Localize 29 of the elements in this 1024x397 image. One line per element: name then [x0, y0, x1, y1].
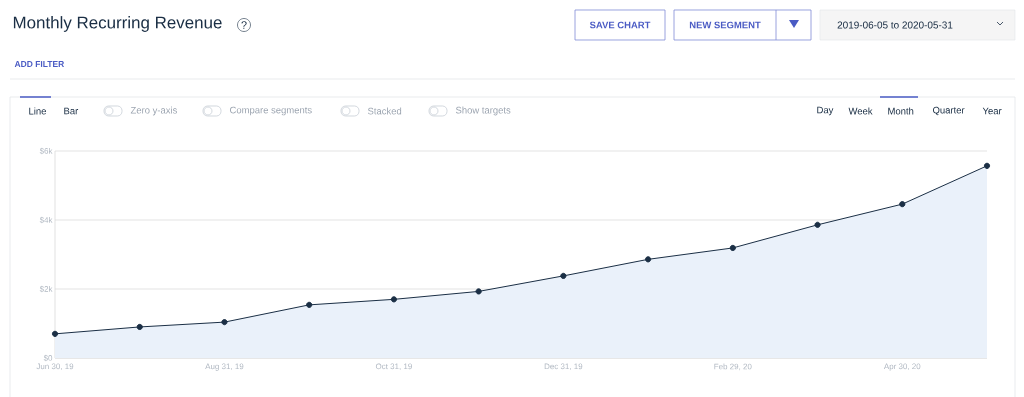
text: SAVE CHART	[589, 21, 651, 29]
point	[136, 323, 143, 331]
point	[306, 301, 313, 308]
point	[475, 288, 482, 295]
point	[221, 319, 228, 326]
text: ?	[241, 21, 247, 29]
text: Bar	[64, 107, 79, 115]
chart-title: Monthly Recurring Revenue	[13, 16, 222, 32]
text: Line	[29, 107, 46, 115]
text: Compare segments	[230, 106, 312, 116]
point	[814, 221, 821, 228]
point	[983, 162, 991, 169]
point	[645, 256, 652, 263]
point	[51, 330, 59, 337]
text: Day	[817, 106, 834, 116]
point	[390, 296, 398, 303]
text: 2019-06-05 to 2020-05-31	[837, 21, 953, 29]
text: Month	[888, 107, 914, 115]
point	[560, 272, 567, 279]
text: Quarter	[932, 106, 965, 116]
text: Year	[982, 107, 1002, 115]
text: NEW SEGMENT	[689, 21, 761, 29]
text: Show targets	[455, 106, 511, 116]
text: ADD FILTER	[14, 61, 65, 67]
text: Stacked	[367, 107, 402, 115]
text: Zero y-axis	[130, 106, 177, 116]
point	[729, 244, 736, 252]
text: Week	[848, 107, 873, 115]
point	[899, 201, 906, 208]
